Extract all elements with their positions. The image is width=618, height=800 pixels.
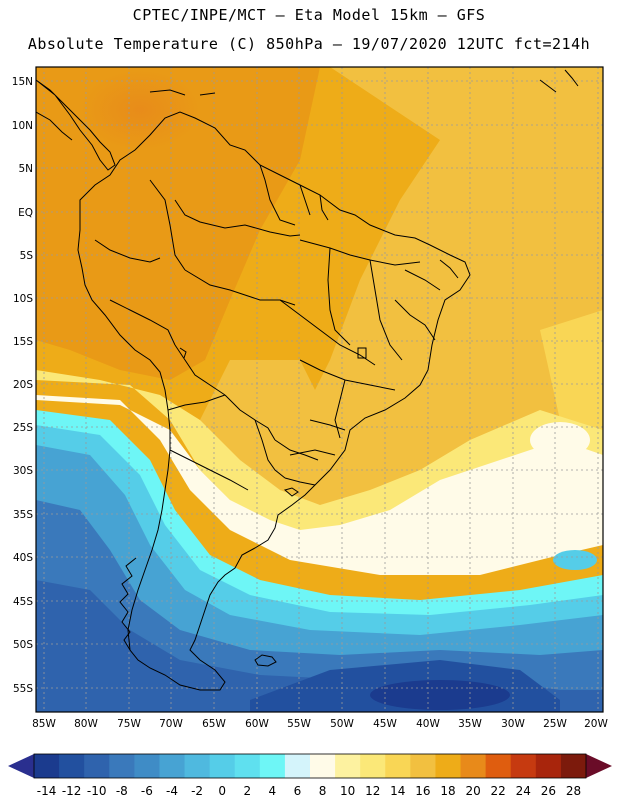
colorbar-label: 28: [566, 784, 581, 798]
temperature-map: 15N 10N 5N EQ 5S 10S 15S 20S 25S 30S 35S…: [12, 66, 608, 730]
lon-tick-label: 65W: [202, 718, 226, 730]
colorbar-swatch: [535, 754, 562, 778]
lon-tick-label: 80W: [74, 718, 98, 730]
colorbar: -14 -12 -10 -8 -6 -4 -2 0 2 4 6 8 10 12 14 16 18 20 22 24 26…: [8, 753, 612, 798]
colorbar-swatch: [435, 754, 462, 778]
lat-tick-label: 25S: [13, 422, 33, 434]
colorbar-swatch: [385, 754, 411, 778]
colorbar-label: 10: [340, 784, 355, 798]
colorbar-swatch: [234, 754, 261, 778]
colorbar-swatch: [109, 754, 135, 778]
colorbar-labels: -14 -12 -10 -8 -6 -4 -2 0 2 4 6 8 10 12 14 16 18 20 22 24 26…: [37, 784, 581, 798]
colorbar-label: 22: [491, 784, 506, 798]
lon-tick-label: 85W: [32, 718, 56, 730]
colorbar-label: -2: [191, 784, 203, 798]
colorbar-label: 16: [415, 784, 430, 798]
lon-tick-label: 55W: [287, 718, 311, 730]
lat-tick-label: EQ: [18, 207, 33, 219]
lat-tick-label: 45S: [13, 596, 33, 608]
colorbar-under-arrow: [8, 754, 34, 778]
lat-tick-label: 35S: [13, 509, 33, 521]
colorbar-swatch: [410, 754, 436, 778]
lon-tick-label: 35W: [458, 718, 482, 730]
colorbar-label: 6: [294, 784, 302, 798]
colorbar-label: 12: [365, 784, 380, 798]
coastlines-and-borders: [36, 69, 579, 691]
lat-tick-label: 15N: [12, 76, 33, 88]
colorbar-swatch: [335, 754, 361, 778]
lon-tick-label: 45W: [373, 718, 397, 730]
colorbar-swatch: [59, 754, 85, 778]
lat-tick-label: 50S: [13, 639, 33, 651]
lon-tick-label: 60W: [245, 718, 269, 730]
colorbar-label: -14: [37, 784, 57, 798]
lat-tick-label: 5S: [20, 250, 34, 262]
colorbar-swatch: [360, 754, 386, 778]
colorbar-swatch: [485, 754, 512, 778]
lon-tick-label: 40W: [416, 718, 440, 730]
colorbar-label: -8: [116, 784, 128, 798]
colorbar-label: 18: [440, 784, 455, 798]
colorbar-swatch: [209, 754, 236, 778]
lon-tick-label: 50W: [330, 718, 354, 730]
colorbar-label: 26: [541, 784, 556, 798]
lat-tick-label: 30S: [13, 465, 33, 477]
colorbar-label: -12: [62, 784, 82, 798]
colorbar-swatch: [560, 754, 587, 778]
lat-tick-label: 40S: [13, 552, 33, 564]
colorbar-swatch: [460, 754, 487, 778]
title-line-1: CPTEC/INPE/MCT – Eta Model 15km – GFS: [132, 6, 486, 24]
colorbar-swatch: [159, 754, 186, 778]
colorbar-label: 4: [269, 784, 277, 798]
lon-tick-label: 30W: [501, 718, 525, 730]
latitude-axis: 15N 10N 5N EQ 5S 10S 15S 20S 25S 30S 35S…: [12, 76, 34, 695]
colorbar-frame: [33, 753, 587, 779]
colorbar-label: 2: [243, 784, 251, 798]
lon-tick-label: 70W: [159, 718, 183, 730]
colorbar-label: 14: [390, 784, 405, 798]
lat-tick-label: 20S: [13, 379, 33, 391]
plot-frame: [35, 66, 604, 713]
lat-tick-label: 10N: [12, 120, 33, 132]
lat-tick-label: 5N: [18, 163, 33, 175]
colorbar-swatch: [510, 754, 537, 778]
colorbar-swatch: [284, 754, 311, 778]
colorbar-swatch: [84, 754, 110, 778]
colorbar-swatches: [34, 754, 587, 778]
lat-tick-label: 15S: [13, 336, 33, 348]
longitude-axis: 85W 80W 75W 70W 65W 60W 55W 50W 45W 40W …: [32, 718, 608, 730]
colorbar-label: 24: [516, 784, 531, 798]
lon-tick-label: 75W: [117, 718, 141, 730]
colorbar-label: 0: [218, 784, 226, 798]
colorbar-label: -4: [166, 784, 178, 798]
colorbar-swatch: [184, 754, 211, 778]
colorbar-swatch: [34, 754, 60, 778]
colorbar-label: -6: [141, 784, 153, 798]
colorbar-label: 8: [319, 784, 327, 798]
title-line-2: Absolute Temperature (C) 850hPa – 19/07/…: [27, 35, 591, 53]
colorbar-over-arrow: [586, 754, 612, 778]
colorbar-label: 20: [465, 784, 480, 798]
colorbar-swatch: [134, 754, 160, 778]
lat-tick-label: 10S: [13, 293, 33, 305]
lon-tick-label: 20W: [584, 718, 608, 730]
colorbar-swatch: [310, 754, 336, 778]
lon-tick-label: 25W: [543, 718, 567, 730]
colorbar-swatch: [259, 754, 286, 778]
temperature-field: [36, 67, 603, 712]
lat-tick-label: 55S: [13, 683, 33, 695]
colorbar-label: -10: [87, 784, 107, 798]
